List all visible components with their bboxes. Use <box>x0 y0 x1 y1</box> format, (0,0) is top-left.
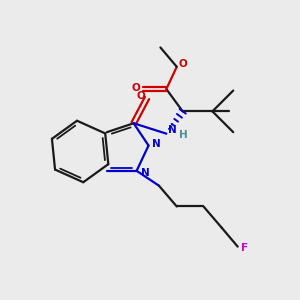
Text: H: H <box>179 130 188 140</box>
Text: F: F <box>241 243 248 253</box>
Text: N: N <box>141 168 149 178</box>
Text: N: N <box>168 125 177 135</box>
Text: N: N <box>152 139 161 149</box>
Text: O: O <box>179 59 188 69</box>
Text: O: O <box>136 91 145 101</box>
Text: O: O <box>132 83 140 94</box>
